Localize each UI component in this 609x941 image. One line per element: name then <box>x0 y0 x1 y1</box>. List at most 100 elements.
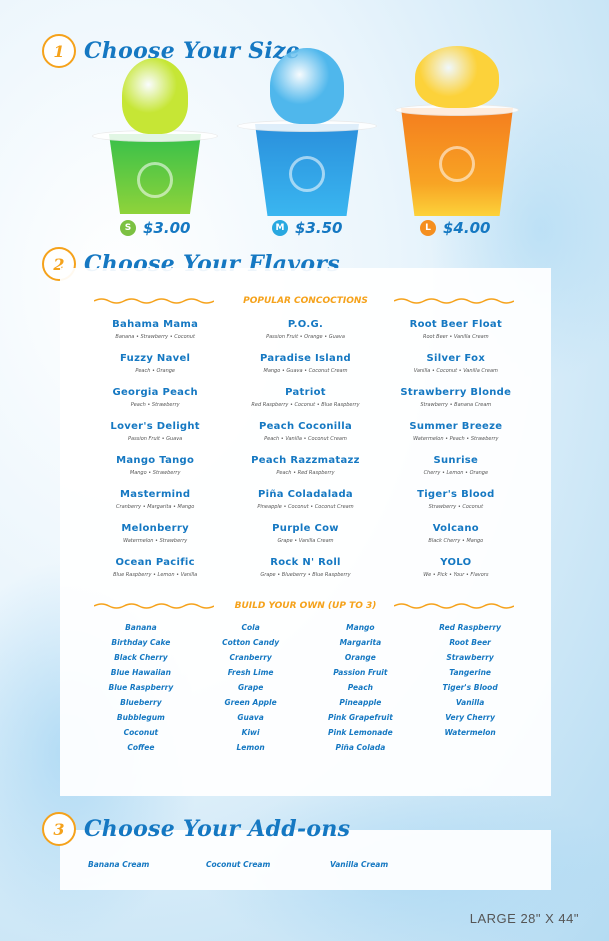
flavor-item[interactable]: Mango <box>346 623 375 632</box>
combo-ingredients: Mango • Guava • Coconut Cream <box>263 368 348 374</box>
combo-name: Ocean Pacific <box>115 557 195 568</box>
addon-item[interactable]: Banana Cream <box>88 860 150 869</box>
flavor-item[interactable]: Strawberry <box>446 653 494 662</box>
combo-name: Melonberry <box>121 523 189 534</box>
combo-item[interactable]: Ocean Pacific Blue Raspberry • Lemon • Va… <box>80 557 230 591</box>
combo-item[interactable]: Rock N' Roll Grape • Blueberry • Blue Ras… <box>230 557 380 591</box>
price: $4.00 <box>443 219 491 237</box>
flavor-item[interactable]: Coffee <box>127 743 155 752</box>
flavor-item[interactable]: Margarita <box>339 638 382 647</box>
size-price-m[interactable]: M $3.50 <box>272 219 342 237</box>
size-price-l[interactable]: L $4.00 <box>420 219 490 237</box>
wave-divider <box>94 603 214 609</box>
flavor-item[interactable]: Birthday Cake <box>111 638 171 647</box>
flavor-item[interactable]: Tiger's Blood <box>442 683 498 692</box>
flavor-item[interactable]: Root Beer <box>449 638 491 647</box>
combo-item[interactable]: Paradise Island Mango • Guava • Coconut C… <box>230 353 380 387</box>
combo-item[interactable]: Fuzzy Navel Peach • Orange <box>80 353 230 387</box>
combo-name: Summer Breeze <box>409 421 503 432</box>
flavor-item[interactable]: Blue Hawaiian <box>110 668 171 677</box>
wave-divider <box>394 603 514 609</box>
flavor-item[interactable]: Green Apple <box>224 698 277 707</box>
flavor-item[interactable]: Kiwi <box>241 728 260 737</box>
combo-item[interactable]: Volcano Black Cherry • Mango <box>381 523 531 557</box>
combo-item[interactable]: Bahama Mama Banana • Strawberry • Coconut <box>80 319 230 353</box>
addons-panel: Banana Cream Coconut Cream Vanilla Cream <box>60 830 551 890</box>
combo-item[interactable]: Mango Tango Mango • Strawberry <box>80 455 230 489</box>
flavor-item[interactable]: Guava <box>237 713 264 722</box>
combo-item[interactable]: Peach Razzmatazz Peach • Red Raspberry <box>230 455 380 489</box>
flavor-item[interactable]: Banana <box>125 623 157 632</box>
popular-list: Bahama Mama Banana • Strawberry • Coconut… <box>60 319 551 591</box>
flavor-item[interactable]: Black Cherry <box>114 653 168 662</box>
combo-item[interactable]: Summer Breeze Watermelon • Peach • Strawb… <box>381 421 531 455</box>
combo-ingredients: Strawberry • Banana Cream <box>420 402 492 408</box>
flavor-item[interactable]: Tangerine <box>449 668 492 677</box>
flavor-item[interactable]: Bubblegum <box>116 713 165 722</box>
flavor-item[interactable]: Orange <box>344 653 376 662</box>
combo-ingredients: Cherry • Lemon • Orange <box>423 470 489 476</box>
addon-item[interactable]: Coconut Cream <box>206 860 271 869</box>
combo-item[interactable]: Mastermind Cranberry • Margarita • Mango <box>80 489 230 523</box>
section-addons-header: 3 Choose Your Add-ons <box>42 812 350 846</box>
price: $3.00 <box>143 219 191 237</box>
flavor-item[interactable]: Cotton Candy <box>222 638 280 647</box>
combo-name: Patriot <box>285 387 326 398</box>
combo-item[interactable]: Georgia Peach Peach • Strawberry <box>80 387 230 421</box>
combo-name: Piña Coladalada <box>258 489 353 500</box>
flavor-item[interactable]: Lemon <box>236 743 265 752</box>
flavor-item[interactable]: Pink Lemonade <box>328 728 393 737</box>
combo-item[interactable]: Peach Coconilla Peach • Vanilla • Coconut… <box>230 421 380 455</box>
combo-item[interactable]: YOLO We • Pick • Your • Flavors <box>381 557 531 591</box>
combo-name: Bahama Mama <box>112 319 199 330</box>
flavor-item[interactable]: Blue Raspberry <box>108 683 174 692</box>
wave-divider <box>394 298 514 304</box>
flavor-item[interactable]: Pink Grapefruit <box>327 713 393 722</box>
step-number: 1 <box>42 34 76 68</box>
flavor-item[interactable]: Red Raspberry <box>439 623 502 632</box>
combo-item[interactable]: Tiger's Blood Strawberry • Coconut <box>381 489 531 523</box>
combo-item[interactable]: Root Beer Float Root Beer • Vanilla Cream <box>381 319 531 353</box>
flavor-item[interactable]: Peach <box>347 683 373 692</box>
flavor-item[interactable]: Coconut <box>123 728 159 737</box>
combo-item[interactable]: Lover's Delight Passion Fruit • Guava <box>80 421 230 455</box>
flavors-panel: POPULAR CONCOCTIONS Bahama Mama Banana • … <box>60 268 551 796</box>
size-price-s[interactable]: S $3.00 <box>120 219 190 237</box>
flavor-item[interactable]: Passion Fruit <box>333 668 388 677</box>
combo-name: Rock N' Roll <box>270 557 341 568</box>
combo-item[interactable]: Melonberry Watermelon • Strawberry <box>80 523 230 557</box>
flavor-item[interactable]: Pineapple <box>339 698 382 707</box>
combo-name: Purple Cow <box>272 523 339 534</box>
flavor-item[interactable]: Vanilla <box>455 698 485 707</box>
flavor-item[interactable]: Cranberry <box>229 653 272 662</box>
flavor-item[interactable]: Piña Colada <box>335 743 386 752</box>
combo-name: Volcano <box>432 523 479 534</box>
combo-item[interactable]: Sunrise Cherry • Lemon • Orange <box>381 455 531 489</box>
combo-item[interactable]: P.O.G. Passion Fruit • Orange • Guava <box>230 319 380 353</box>
combo-ingredients: Blue Raspberry • Lemon • Vanilla <box>113 572 198 578</box>
combo-ingredients: Strawberry • Coconut <box>428 504 484 510</box>
combo-ingredients: Grape • Blueberry • Blue Raspberry <box>260 572 351 578</box>
combo-name: Peach Razzmatazz <box>251 455 360 466</box>
flavor-item[interactable]: Blueberry <box>120 698 162 707</box>
combo-ingredients: Cranberry • Margarita • Mango <box>116 504 195 510</box>
combo-item[interactable]: Piña Coladalada Pineapple • Coconut • Coc… <box>230 489 380 523</box>
build-list: Banana Birthday Cake Black Cherry Blue Hawa… <box>60 623 551 758</box>
flavor-item[interactable]: Very Cherry <box>445 713 495 722</box>
addon-item[interactable]: Vanilla Cream <box>330 860 389 869</box>
combo-name: Sunrise <box>433 455 479 466</box>
flavor-item[interactable]: Grape <box>237 683 264 692</box>
size-badge: S <box>120 220 136 236</box>
flavor-item[interactable]: Fresh Lime <box>227 668 274 677</box>
combo-item[interactable]: Purple Cow Grape • Vanilla Cream <box>230 523 380 557</box>
combo-item[interactable]: Silver Fox Vanilla • Coconut • Vanilla Cr… <box>381 353 531 387</box>
combo-item[interactable]: Strawberry Blonde Strawberry • Banana Cre… <box>381 387 531 421</box>
combo-name: Peach Coconilla <box>258 421 353 432</box>
combo-item[interactable]: Patriot Red Raspberry • Coconut • Blue Ra… <box>230 387 380 421</box>
flavor-item[interactable]: Cola <box>241 623 260 632</box>
flavor-item[interactable]: Watermelon <box>444 728 496 737</box>
combo-ingredients: Vanilla • Coconut • Vanilla Cream <box>413 368 498 374</box>
section-size-header: 1 Choose Your Size <box>42 34 300 68</box>
combo-name: Strawberry Blonde <box>400 387 512 398</box>
section-title: Choose Your Add-ons <box>84 816 351 842</box>
